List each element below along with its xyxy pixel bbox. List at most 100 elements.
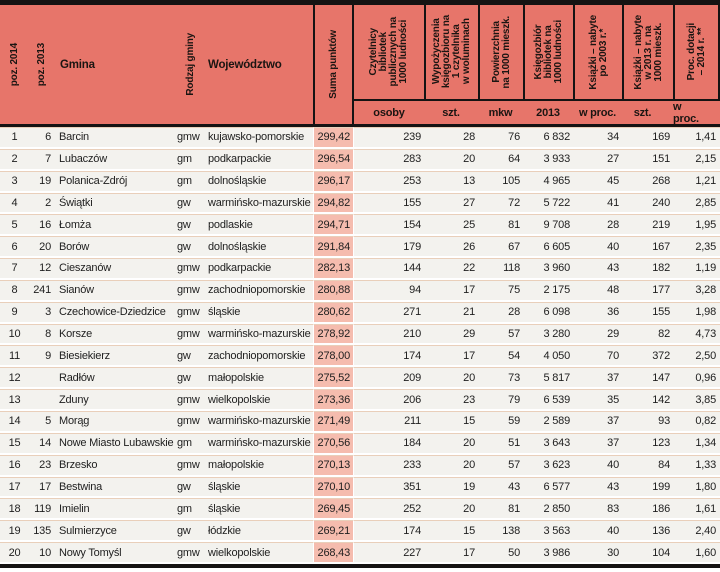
cell-czytelnicy: 227 <box>354 542 424 564</box>
cell-gmina: Morąg <box>55 410 175 433</box>
cell-ksiazki-2013: 151 <box>622 148 673 171</box>
cell-poz2013 <box>29 367 55 390</box>
cell-proc-dotacji: 2,40 <box>673 520 720 543</box>
cell-czytelnicy: 174 <box>354 520 424 543</box>
cell-rodzaj-gminy: gmw <box>175 127 206 149</box>
cell-proc-dotacji: 1,98 <box>673 301 720 324</box>
cell-powierzchnia: 81 <box>478 214 523 237</box>
cell-ksiazki-po-2003: 37 <box>573 410 622 433</box>
cell-suma-punktow: 280,62 <box>313 301 354 324</box>
cell-ksiazki-2013: 82 <box>622 323 673 346</box>
cell-powierzchnia: 50 <box>478 542 523 564</box>
cell-rodzaj-gminy: gmw <box>175 323 206 346</box>
cell-rodzaj-gminy: gmw <box>175 454 206 477</box>
cell-poz2014: 4 <box>0 192 29 215</box>
cell-gmina: Łomża <box>55 214 175 237</box>
table-row: 13 Zduny gmw wielkopolskie 273,36 206 23 79 6 53… <box>0 389 720 411</box>
subheader-w-proc-2: w proc. <box>673 99 720 125</box>
cell-poz2014: 10 <box>0 323 29 346</box>
header-czytelnicy: Czytelnicy bibliotek publicznych na 1000… <box>354 5 424 124</box>
cell-ksiazki-po-2003: 70 <box>573 345 622 368</box>
cell-suma-punktow: 270,10 <box>313 476 354 499</box>
cell-gmina: Czechowice-Dziedzice <box>55 301 175 324</box>
cell-poz2013: 2 <box>29 192 55 215</box>
cell-powierzchnia: 73 <box>478 367 523 390</box>
header-proc-dotacji: Proc. dotacji – 2014 r. ** w proc. <box>673 5 720 125</box>
table-row: 8 241 Sianów gmw zachodniopomorskie 280,88 94 1… <box>0 279 720 302</box>
cell-wypozyczenia: 20 <box>424 454 478 477</box>
cell-wypozyczenia: 26 <box>424 236 478 259</box>
cell-ksiazki-po-2003: 43 <box>573 258 622 280</box>
cell-poz2014: 2 <box>0 148 29 171</box>
cell-ksiazki-po-2003: 41 <box>573 192 622 215</box>
cell-suma-punktow: 299,42 <box>313 127 354 149</box>
cell-ksiegozbior: 3 563 <box>523 520 573 543</box>
cell-ksiegozbior: 4 965 <box>523 170 573 193</box>
cell-wojewodztwo: śląskie <box>206 301 313 324</box>
cell-powierzchnia: 64 <box>478 148 523 171</box>
cell-wojewodztwo: podkarpackie <box>206 258 313 280</box>
cell-ksiegozbior: 5 722 <box>523 192 573 215</box>
header-ksiegozbior-label: Księgozbiór bibliotek na 1000 ludności <box>533 20 564 84</box>
table-row: 1 6 Barcin gmw kujawsko-pomorskie 299,42 239 28… <box>0 127 720 149</box>
cell-gmina: Świątki <box>55 192 175 215</box>
cell-wypozyczenia: 20 <box>424 148 478 171</box>
cell-poz2013: 5 <box>29 410 55 433</box>
cell-rodzaj-gminy: gmw <box>175 542 206 564</box>
cell-rodzaj-gminy: gw <box>175 192 206 215</box>
cell-wojewodztwo: kujawsko-pomorskie <box>206 127 313 149</box>
cell-ksiazki-2013: 123 <box>622 432 673 455</box>
cell-poz2014: 17 <box>0 476 29 499</box>
cell-ksiegozbior: 3 960 <box>523 258 573 280</box>
cell-suma-punktow: 270,13 <box>313 454 354 477</box>
cell-ksiazki-2013: 199 <box>622 476 673 499</box>
header-wojewodztwo-label: Województwo <box>208 58 282 71</box>
cell-gmina: Polanica-Zdrój <box>55 170 175 193</box>
table-row: 9 3 Czechowice-Dziedzice gmw śląskie 280,62 27… <box>0 301 720 324</box>
cell-wojewodztwo: warmińsko-mazurskie <box>206 192 313 215</box>
cell-poz2013: 241 <box>29 279 55 302</box>
cell-rodzaj-gminy: gmw <box>175 301 206 324</box>
cell-gmina: Borów <box>55 236 175 259</box>
cell-poz2013: 135 <box>29 520 55 543</box>
cell-rodzaj-gminy: gw <box>175 367 206 390</box>
cell-wypozyczenia: 20 <box>424 498 478 521</box>
cell-ksiazki-po-2003: 40 <box>573 454 622 477</box>
cell-suma-punktow: 271,49 <box>313 410 354 433</box>
cell-poz2014: 16 <box>0 454 29 477</box>
cell-poz2014: 1 <box>0 127 29 149</box>
table-body: 1 6 Barcin gmw kujawsko-pomorskie 299,42 239 28… <box>0 127 720 564</box>
table-row: 16 23 Brzesko gmw małopolskie 270,13 233 20 57 3 … <box>0 454 720 477</box>
cell-suma-punktow: 278,92 <box>313 323 354 346</box>
cell-ksiegozbior: 4 050 <box>523 345 573 368</box>
cell-wojewodztwo: podkarpackie <box>206 148 313 171</box>
cell-poz2013: 3 <box>29 301 55 324</box>
cell-ksiegozbior: 9 708 <box>523 214 573 237</box>
cell-ksiazki-2013: 93 <box>622 410 673 433</box>
cell-czytelnicy: 174 <box>354 345 424 368</box>
cell-gmina: Sianów <box>55 279 175 302</box>
header-ksiazki-2013-label: Książki – nabyte w 2013 r. na 1000 miesz… <box>632 14 664 90</box>
cell-wypozyczenia: 28 <box>424 127 478 149</box>
cell-poz2014: 12 <box>0 367 29 390</box>
cell-wypozyczenia: 15 <box>424 410 478 433</box>
table-row: 10 8 Korsze gmw warmińsko-mazurskie 278,92 210… <box>0 323 720 346</box>
cell-powierzchnia: 105 <box>478 170 523 193</box>
cell-czytelnicy: 253 <box>354 170 424 193</box>
cell-proc-dotacji: 1,33 <box>673 454 720 477</box>
cell-ksiegozbior: 6 539 <box>523 389 573 411</box>
cell-rodzaj-gminy: gm <box>175 148 206 171</box>
table-header: poz. 2014 poz. 2013 Gmina Rodzaj gminy W… <box>0 5 720 127</box>
cell-ksiegozbior: 3 986 <box>523 542 573 564</box>
cell-rodzaj-gminy: gw <box>175 214 206 237</box>
cell-ksiazki-2013: 136 <box>622 520 673 543</box>
cell-ksiazki-2013: 186 <box>622 498 673 521</box>
header-ksiazki-po-2003-label: Książki – nabyte po 2003 r.* <box>587 14 609 90</box>
cell-czytelnicy: 239 <box>354 127 424 149</box>
cell-wypozyczenia: 27 <box>424 192 478 215</box>
cell-wojewodztwo: podlaskie <box>206 214 313 237</box>
cell-czytelnicy: 252 <box>354 498 424 521</box>
cell-suma-punktow: 291,84 <box>313 236 354 259</box>
table-row: 2 7 Lubaczów gm podkarpackie 296,54 283 20 64 3 9… <box>0 148 720 171</box>
cell-wypozyczenia: 25 <box>424 214 478 237</box>
